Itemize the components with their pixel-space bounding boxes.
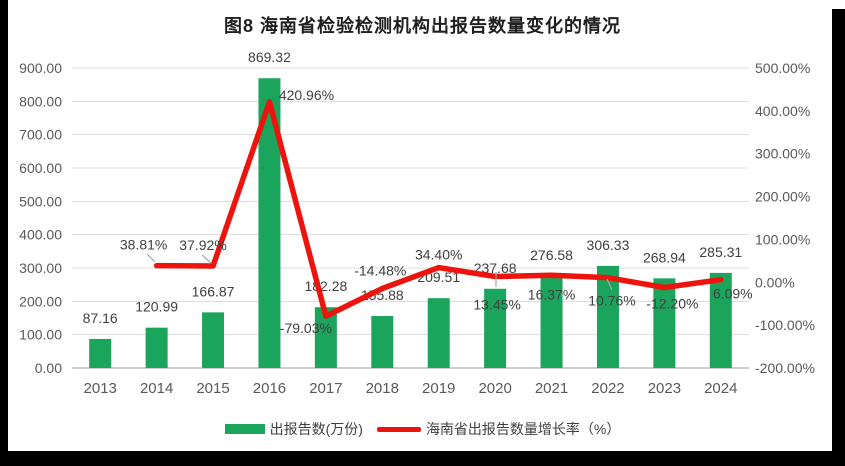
bar-2020: [484, 288, 507, 368]
border-strip-right: [832, 9, 845, 466]
label-leader-line: [606, 278, 613, 291]
left-axis-tick-label: 900.00: [19, 60, 62, 76]
bar-2018: [371, 316, 394, 368]
bar-2017: [314, 307, 337, 368]
right-axis-tick-label: 500.00%: [755, 60, 810, 76]
bar-value-label: 285.31: [699, 244, 742, 260]
label-leader-line: [146, 253, 156, 263]
border-strip-left: [0, 0, 8, 466]
left-axis-tick-label: 0.00: [35, 360, 62, 376]
left-axis-tick-label: 300.00: [19, 260, 62, 276]
right-axis-tick-label: 300.00%: [755, 146, 810, 162]
x-axis-category-label: 2024: [704, 380, 737, 397]
line-value-label: 38.81%: [120, 237, 167, 253]
x-axis-category-label: 2020: [478, 380, 511, 397]
bar-2022: [596, 265, 619, 368]
bar-2021: [540, 275, 563, 368]
x-axis-category-label: 2013: [84, 380, 117, 397]
left-axis-tick-label: 500.00: [19, 193, 62, 209]
x-axis-category-label: 2016: [253, 380, 286, 397]
bar-2019: [427, 298, 450, 368]
bar-value-label: 120.99: [135, 299, 178, 315]
x-axis-category-label: 2017: [309, 380, 342, 397]
line-value-label: -79.03%: [280, 320, 332, 336]
chart-title: 图8 海南省检验检测机构出报告数量变化的情况: [223, 16, 621, 36]
right-axis-tick-label: 200.00%: [755, 189, 810, 205]
bar-2015: [202, 312, 225, 368]
bar-2024: [709, 272, 732, 368]
right-axis-tick-label: 400.00%: [755, 103, 810, 119]
line-value-label: 10.76%: [588, 293, 635, 309]
line-value-label: 34.40%: [415, 247, 462, 263]
bar-value-label: 268.94: [643, 249, 686, 265]
bar-2016: [258, 78, 281, 368]
bar-value-label: 276.58: [530, 247, 573, 263]
left-axis-tick-label: 800.00: [19, 93, 62, 109]
left-axis-tick-label: 700.00: [19, 127, 62, 143]
x-axis-category-label: 2018: [366, 380, 399, 397]
line-value-label: 37.92%: [179, 237, 226, 253]
label-leader-line: [201, 254, 212, 264]
x-axis-category-label: 2019: [422, 380, 455, 397]
right-axis-tick-label: -200.00%: [755, 360, 815, 376]
border-strip-bottom: [0, 451, 845, 466]
line-value-label: 16.37%: [528, 286, 575, 302]
right-axis-tick-label: -100.00%: [755, 317, 815, 333]
right-axis-tick-label: 0.00%: [755, 274, 795, 290]
legend-line-swatch-icon: [376, 426, 421, 432]
legend-bar-label: 出报告数(万份): [269, 421, 363, 437]
legend-line-label: 海南省出报告数量增长率（%）: [425, 421, 621, 437]
left-axis-tick-label: 600.00: [19, 160, 62, 176]
bar-2023: [653, 278, 676, 368]
bar-value-label: 237.68: [474, 260, 517, 276]
line-value-label: 13.45%: [473, 297, 520, 313]
line-value-label: 420.96%: [279, 87, 334, 103]
x-axis-category-label: 2023: [648, 380, 681, 397]
left-axis-tick-label: 400.00: [19, 227, 62, 243]
growth-rate-line: [153, 99, 724, 319]
x-axis-category-label: 2015: [196, 380, 229, 397]
left-axis-tick-label: 200.00: [19, 293, 62, 309]
line-value-label: 6.09%: [713, 286, 753, 302]
bar-value-label: 182.28: [304, 278, 347, 294]
right-axis-tick-label: 100.00%: [755, 231, 810, 247]
line-value-label: -14.48%: [354, 262, 406, 278]
x-axis-category-label: 2022: [591, 380, 624, 397]
left-axis-tick-label: 100.00: [19, 327, 62, 343]
bar-value-label: 166.87: [192, 283, 235, 299]
legend-bar-swatch-icon: [224, 424, 265, 434]
bar-value-label: 87.16: [83, 310, 118, 326]
x-axis-category-label: 2021: [535, 380, 568, 397]
bar-2013: [89, 338, 112, 368]
bar-value-label: 306.33: [587, 237, 630, 253]
bar-value-label: 869.32: [248, 49, 291, 65]
line-value-label: -12.20%: [646, 296, 698, 312]
legend: 出报告数(万份) 海南省出报告数量增长率（%）: [0, 419, 845, 439]
x-axis-category-label: 2014: [140, 380, 173, 397]
bar-2014: [145, 327, 168, 368]
